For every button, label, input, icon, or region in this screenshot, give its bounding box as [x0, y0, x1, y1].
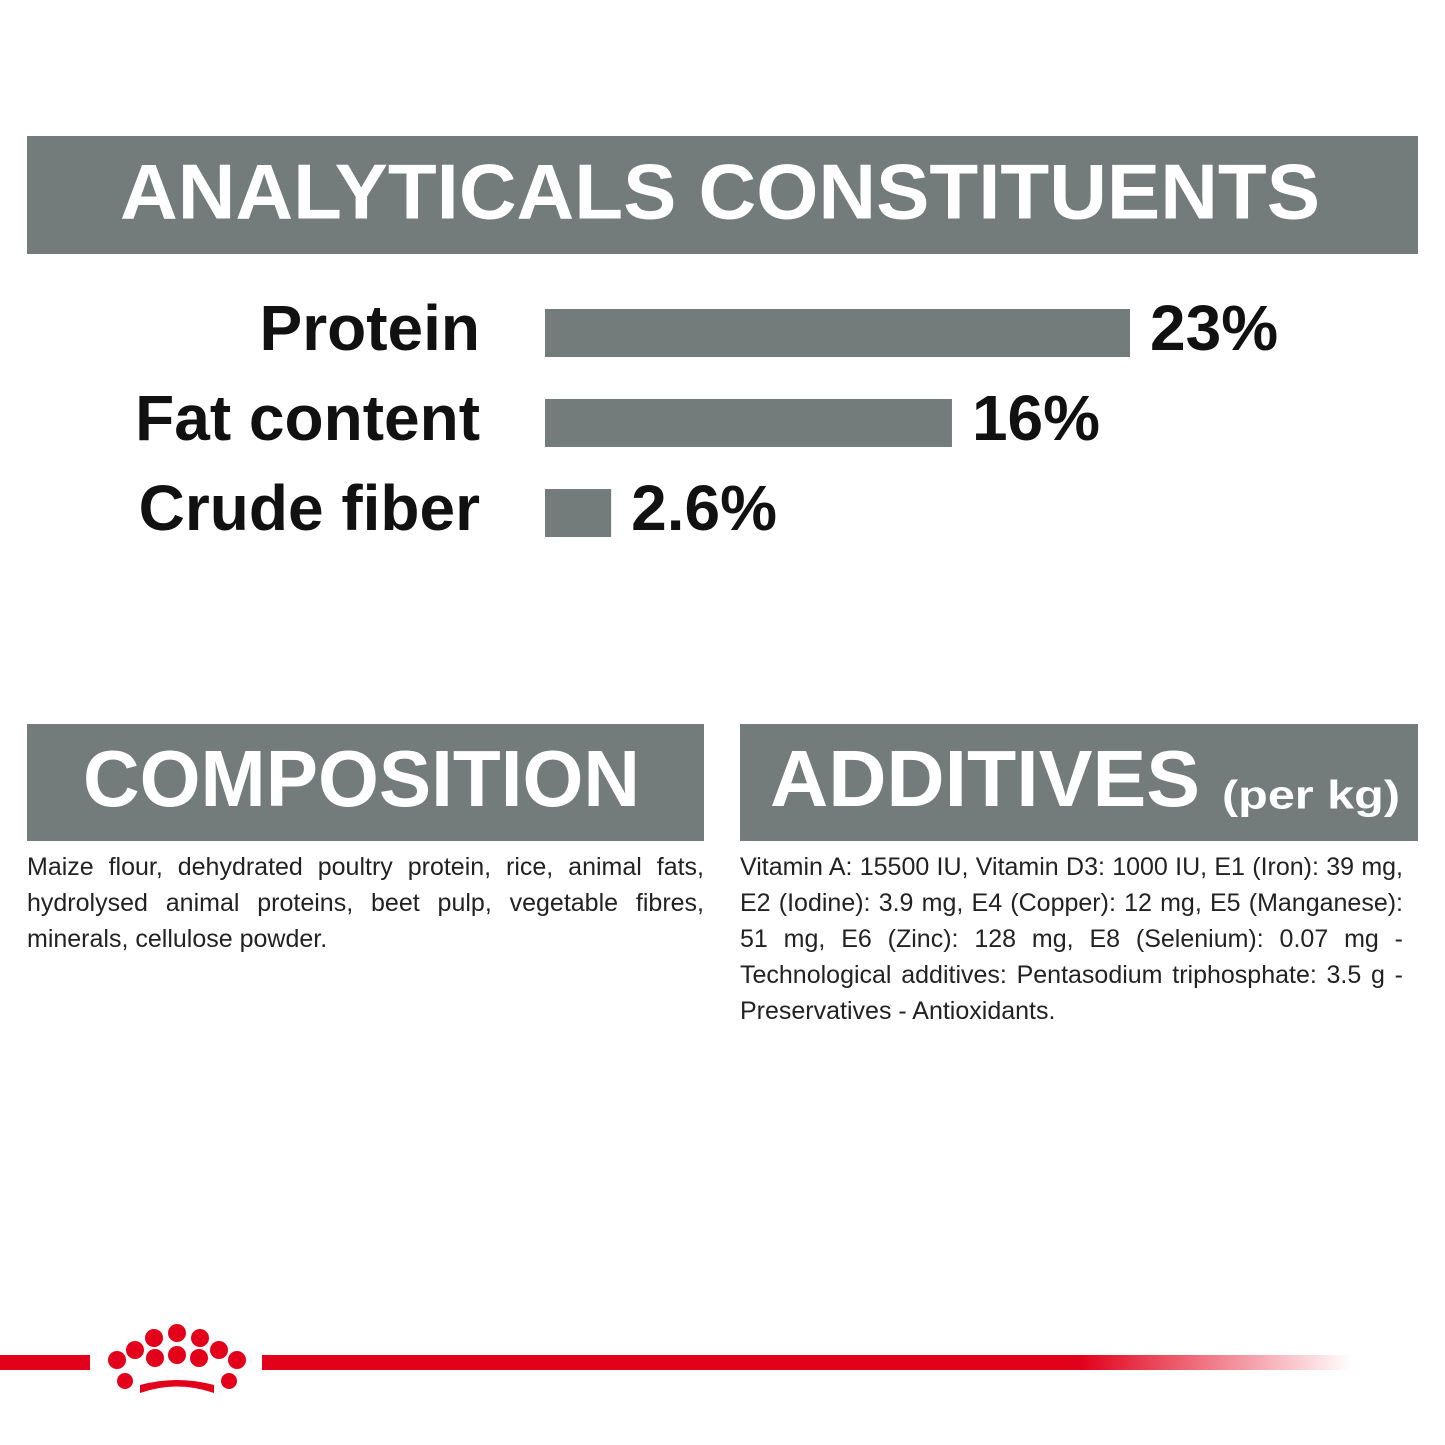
category-label: Protein: [260, 292, 480, 364]
header-band: [27, 724, 704, 841]
brand-line: [262, 1355, 1352, 1370]
section-subtitle: (per kg): [1222, 774, 1400, 818]
value-label: 23%: [1150, 292, 1278, 364]
logo: [108, 1324, 246, 1393]
category-label: Crude fiber: [139, 472, 480, 544]
value-label: 16%: [972, 382, 1100, 454]
section-title: ADDITIVES: [770, 734, 1200, 823]
bar: [545, 489, 612, 537]
brand-line: [0, 1355, 90, 1370]
section-title: COMPOSITION: [83, 734, 640, 823]
additives-text: Vitamin A: 15500 IU, Vitamin D3: 1000 IU…: [740, 853, 1403, 1025]
chart-title: ANALYTICALS CONSTITUENTS: [120, 148, 1320, 236]
bar: [545, 309, 1130, 357]
composition-text: Maize flour, dehydrated poultry protein,…: [27, 853, 704, 953]
value-label: 2.6%: [631, 472, 777, 544]
header-band: [27, 136, 1418, 254]
category-label: Fat content: [135, 382, 480, 454]
bar: [545, 399, 952, 447]
header-band: [740, 724, 1418, 841]
